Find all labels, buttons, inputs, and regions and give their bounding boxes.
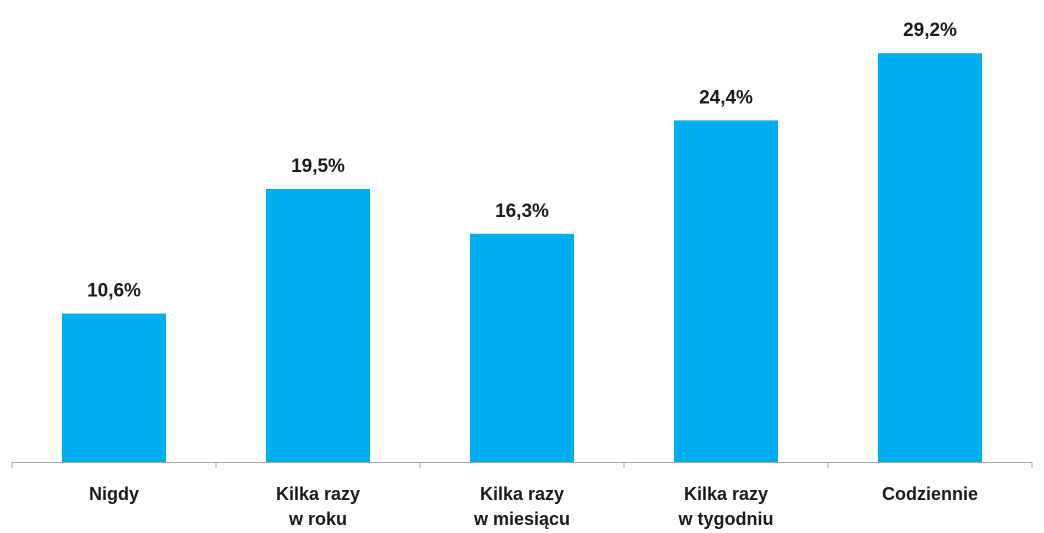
value-label-2: 16,3% <box>495 201 549 222</box>
bar-4 <box>878 53 982 462</box>
bar-0 <box>62 313 166 462</box>
category-label-1-line-1: w roku <box>288 509 347 529</box>
category-label-2-line-1: w miesiącu <box>473 509 570 529</box>
category-label-1-line-0: Kilka razy <box>276 484 360 504</box>
category-label-0-line-0: Nigdy <box>89 484 139 504</box>
bar-3 <box>674 120 778 463</box>
value-label-4: 29,2% <box>903 20 957 41</box>
value-label-3: 24,4% <box>699 87 753 108</box>
category-label-3-line-0: Kilka razy <box>684 484 768 504</box>
bar-2 <box>470 233 574 462</box>
value-label-1: 19,5% <box>291 156 345 177</box>
value-label-0: 10,6% <box>87 281 141 302</box>
value-labels-group: 10,6% 19,5% 16,3% 24,4% 29,2% <box>87 20 957 301</box>
x-axis <box>11 462 1033 468</box>
bars-group <box>62 53 982 463</box>
bar-1 <box>266 189 370 462</box>
category-label-3-line-1: w tygodniu <box>678 509 774 529</box>
category-label-2-line-0: Kilka razy <box>480 484 564 504</box>
category-label-4-line-0: Codziennie <box>882 484 978 504</box>
category-labels-group: Nigdy Kilka razy w roku Kilka razy w miesiąc… <box>89 484 978 529</box>
